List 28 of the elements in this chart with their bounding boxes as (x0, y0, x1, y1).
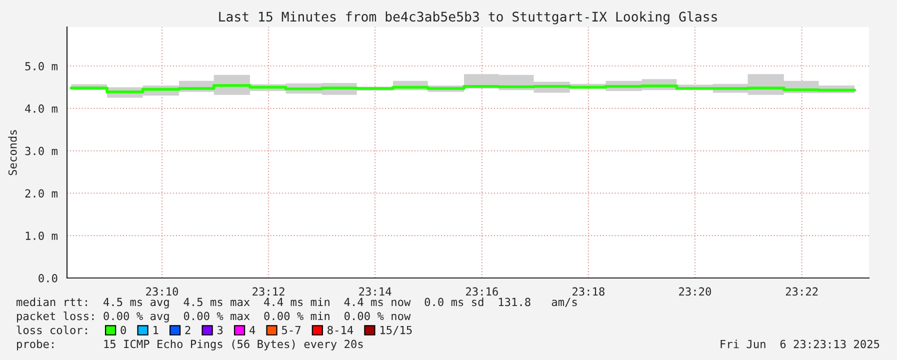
legend-label: 4 (250, 326, 256, 334)
y-tick-label: 1.0 m (26, 232, 58, 240)
legend-label: 5-7 (282, 326, 300, 334)
legend-label: 0 (120, 326, 126, 334)
x-tick-label: 23:18 (572, 287, 604, 296)
legend-label: 2 (185, 326, 190, 334)
x-tick-label: 23:14 (359, 287, 392, 296)
x-tick-label: 23:20 (679, 287, 711, 296)
x-tick-label: 23:22 (786, 287, 818, 296)
y-tick-label: 0.0 (38, 274, 58, 282)
legend-label: 8-14 (328, 326, 354, 334)
y-axis-title: Seconds (8, 130, 17, 176)
y-tick-label: 2.0 m (25, 189, 58, 198)
text: Fri Jun 6 23:23:13 2025 (720, 340, 880, 348)
x-tick-label: 23:16 (466, 287, 498, 296)
text: probe: 15 ICMP Echo Pings (56 Bytes) every 20s (17, 340, 363, 350)
legend-label: 3 (217, 326, 223, 334)
text: packet loss: 0.00 % avg 0.00 % max 0.00 % min 0.00 % now (17, 312, 411, 322)
chart-title: Last 15 Minutes from be4c3ab5e5b3 to Stuttgart-IX Looking Glass (219, 11, 717, 24)
legend-label: 15/15 (380, 326, 412, 336)
x-tick-label: 23:12 (252, 287, 284, 296)
legend-label: 1 (154, 326, 158, 334)
y-tick-label: 4.0 m (25, 104, 58, 113)
text: median rtt: 4.5 ms avg 4.5 ms max 4.4 ms min 4.4 ms now 0.0 ms sd 131.8 am/s (16, 298, 577, 308)
x-tick-label: 23:10 (146, 287, 178, 296)
y-tick-label: 3.0 m (25, 146, 58, 156)
y-tick-label: 5.0 m (25, 62, 58, 70)
legend-title: loss color: (16, 326, 87, 334)
